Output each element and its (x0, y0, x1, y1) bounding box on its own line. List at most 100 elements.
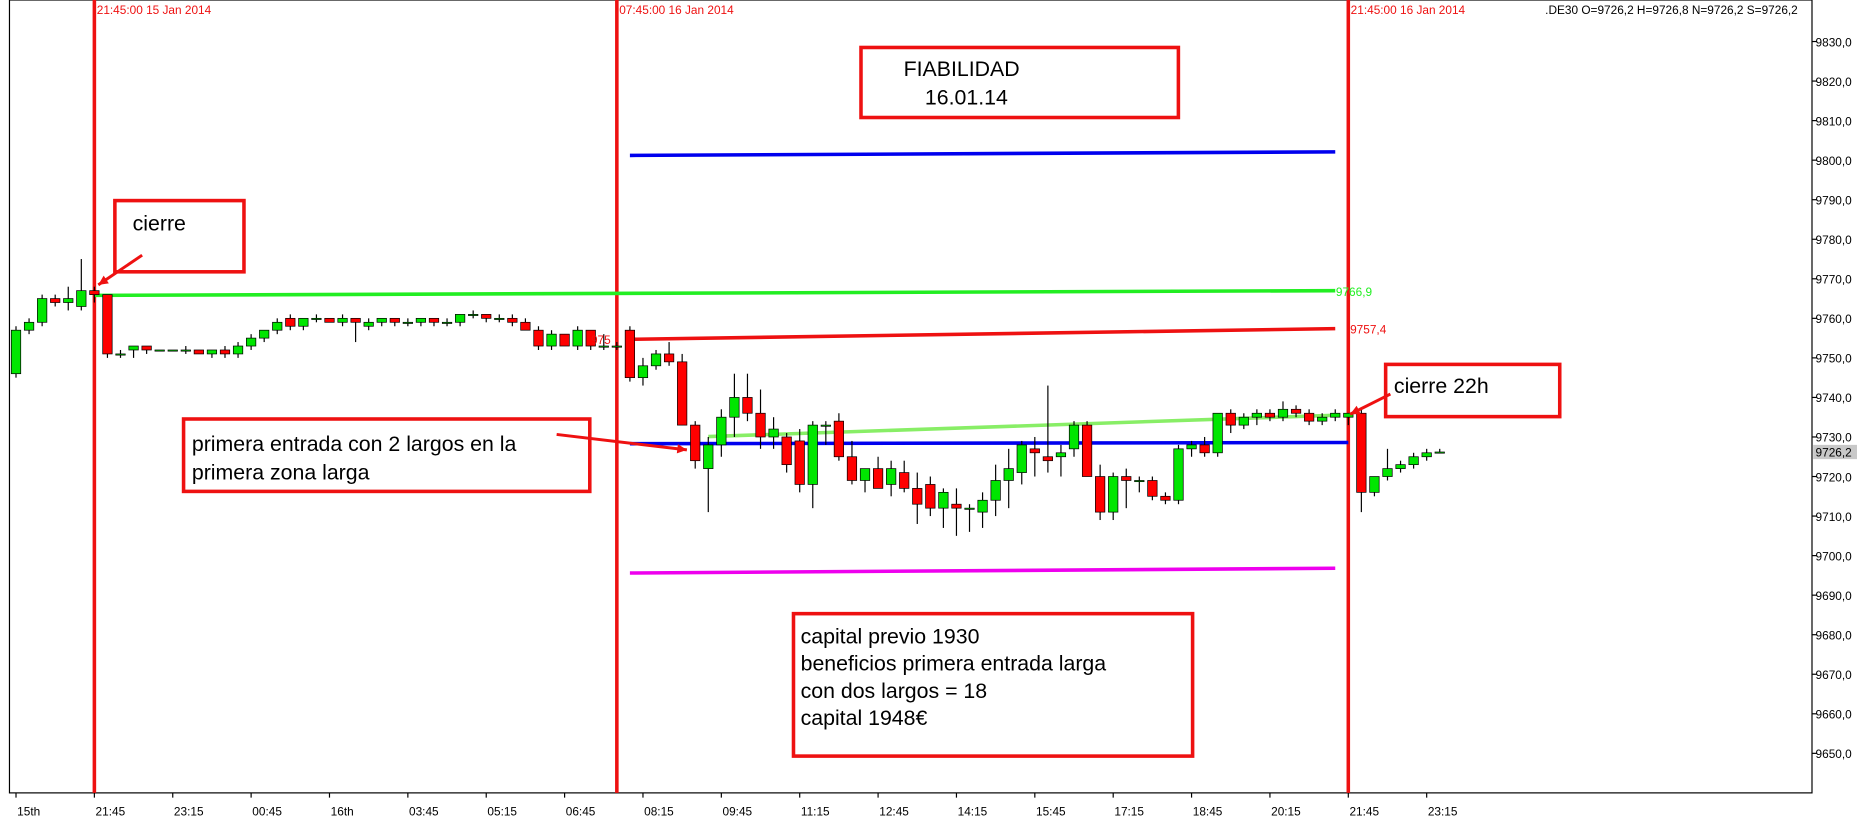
x-tick-label: 20:15 (1271, 804, 1301, 818)
annotation-box (181, 417, 592, 494)
candle-body (820, 424, 831, 427)
candle-body (1356, 412, 1367, 493)
annotation-box (859, 45, 1181, 120)
candle-body (272, 321, 283, 331)
candle-body (102, 294, 113, 355)
candle-body (1434, 451, 1445, 454)
candle-body (141, 345, 152, 351)
annotation-box (791, 611, 1195, 758)
candle-body (246, 337, 257, 347)
candle-body (1264, 412, 1276, 418)
candle-body (363, 321, 374, 327)
candle-body (285, 317, 296, 327)
x-tick-label: 17:15 (1114, 804, 1144, 818)
candle-body (455, 314, 466, 323)
candle-body (794, 440, 805, 485)
candle-body (807, 424, 818, 485)
annotation: capital previo 1930 beneficios primera en… (791, 611, 1195, 758)
candle-body (1108, 476, 1119, 513)
candle-body (1095, 476, 1106, 513)
candle-body (611, 345, 622, 348)
candle-body (1042, 456, 1053, 462)
candle-body (63, 298, 74, 303)
candle-body (1225, 412, 1236, 426)
x-tick-label: 08:15 (644, 804, 674, 818)
candle-body (1238, 416, 1249, 426)
candle-body (1369, 476, 1380, 493)
candle-body (468, 314, 479, 316)
candle-body (977, 499, 988, 513)
candle-body (350, 317, 361, 323)
candle-body (324, 317, 335, 323)
candle-body (76, 290, 87, 307)
candle-body (89, 290, 100, 295)
candle-body (206, 349, 218, 355)
candle-body (428, 317, 440, 323)
candle-body (167, 349, 178, 352)
candle-body (1199, 444, 1210, 454)
annotation-text: capital 1948€ (801, 706, 928, 730)
y-tick-label: 9690,0 (1816, 589, 1853, 603)
annotation-box (1383, 362, 1562, 419)
y-tick-label: 9800,0 (1816, 154, 1853, 168)
plot-frame (8, 0, 1813, 794)
x-tick-label: 06:45 (566, 804, 596, 818)
y-tick-label: 9720,0 (1816, 470, 1853, 484)
candle-body (1160, 495, 1171, 501)
candle-body (585, 329, 596, 347)
vertical-line-label: 21:45:00 16 Jan 2014 (1351, 3, 1466, 17)
annotation-arrowhead (676, 444, 687, 454)
candle-body (441, 321, 453, 324)
y-tick-label: 9750,0 (1816, 352, 1853, 366)
y-tick-label: 9710,0 (1816, 510, 1853, 524)
candle-body (337, 317, 348, 323)
annotation: primera entrada con 2 largos en la primer… (181, 417, 688, 494)
vertical-line-label: 07:45:00 16 Jan 2014 (619, 3, 734, 17)
x-tick-label: 05:15 (487, 804, 517, 818)
annotation-arrowhead (1350, 405, 1361, 415)
candle-body (951, 503, 962, 509)
annotation-text: FIABILIDAD (904, 57, 1020, 81)
candle-body (964, 507, 975, 510)
candle-body (1395, 464, 1406, 469)
x-tick-label: 11:15 (801, 804, 830, 818)
price-label: 975 (591, 333, 611, 347)
candle-body (1330, 412, 1341, 418)
candle-body (833, 420, 844, 458)
candle-body (1212, 412, 1223, 454)
candle-body (1186, 444, 1197, 450)
candle-body (128, 345, 139, 351)
x-tick-label: 09:45 (723, 804, 753, 818)
candle-body (1317, 416, 1328, 422)
candle-body (1304, 412, 1315, 422)
x-tick-label: 23:15 (1428, 804, 1458, 818)
candle-body (481, 314, 492, 319)
x-tick-label: 00:45 (252, 804, 282, 818)
candle-body (1016, 444, 1027, 473)
annotation-text: primera zona larga (192, 461, 370, 485)
x-tick-label: 14:15 (958, 804, 988, 818)
y-tick-label: 9660,0 (1816, 708, 1853, 722)
candle-body (1134, 480, 1145, 483)
level-line (629, 150, 1336, 158)
candle-body (1251, 412, 1262, 418)
annotation-text: primera entrada con 2 largos en la (192, 432, 517, 456)
candle-body (259, 329, 270, 339)
candle-body (677, 361, 688, 426)
y-tick-label: 9670,0 (1816, 668, 1853, 682)
candle-body (520, 321, 531, 331)
annotation-text: cierre 22h (1394, 374, 1489, 398)
x-tick-label: 15th (17, 804, 40, 818)
candle-body (729, 397, 740, 418)
candle-body (23, 321, 35, 331)
candle-body (402, 321, 413, 324)
candle-body (219, 349, 231, 355)
x-tick-label: 18:45 (1193, 804, 1223, 818)
y-tick-label: 9830,0 (1816, 35, 1853, 49)
annotation-text: 16.01.14 (925, 85, 1008, 109)
candle-body (1173, 448, 1184, 501)
x-tick-label: 21:45 (96, 804, 126, 818)
level-line (629, 566, 1336, 575)
last-price-label: 9726,2 (1816, 446, 1852, 460)
